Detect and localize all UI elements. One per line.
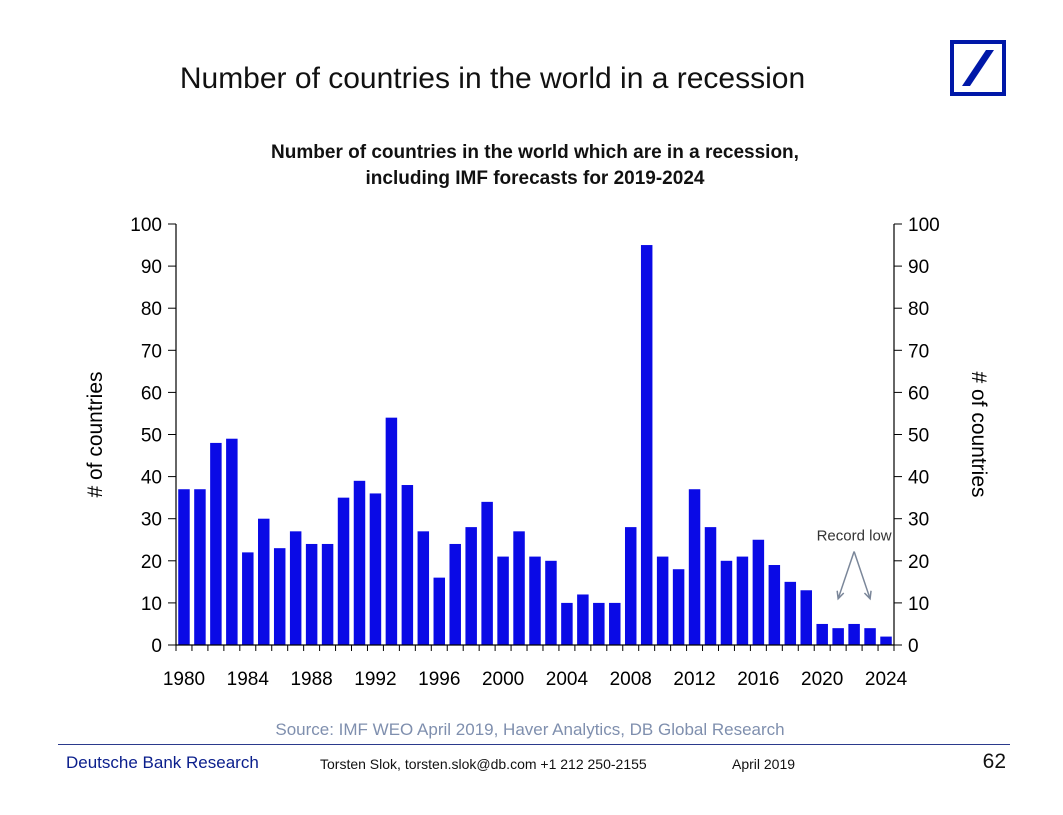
y-tick-label-right: 20 bbox=[908, 552, 929, 573]
y-tick-label-left: 30 bbox=[141, 510, 162, 531]
x-tick-label: 2004 bbox=[546, 669, 589, 690]
y-tick-label-right: 90 bbox=[908, 257, 929, 278]
y-tick-label-left: 20 bbox=[141, 552, 162, 573]
bar-2021 bbox=[832, 628, 844, 645]
y-tick-label-right: 30 bbox=[908, 510, 929, 531]
bar-2013 bbox=[704, 527, 717, 645]
footer-brand: Deutsche Bank Research bbox=[66, 753, 259, 772]
bar-2019 bbox=[800, 590, 812, 645]
x-tick-label: 1988 bbox=[290, 669, 332, 690]
bar-2004 bbox=[561, 602, 573, 645]
y-tick-label-right: 70 bbox=[908, 341, 929, 362]
bar-2010 bbox=[656, 556, 669, 645]
annotation-arrow-head bbox=[836, 590, 845, 601]
bar-2024 bbox=[880, 636, 892, 645]
bar-1980 bbox=[178, 489, 190, 645]
slide-title: Number of countries in the world in a re… bbox=[179, 62, 806, 95]
bar-1987 bbox=[289, 531, 302, 645]
bar-1985 bbox=[258, 518, 270, 645]
bar-2002 bbox=[529, 556, 541, 645]
bar-1982 bbox=[210, 442, 222, 645]
bar-2020 bbox=[816, 623, 828, 645]
footer-author: Torsten Slok, torsten.slok@db.com +1 212… bbox=[320, 756, 647, 772]
y-tick-label-left: 80 bbox=[141, 299, 162, 320]
footer-divider bbox=[58, 744, 1010, 745]
annotation-arrow-line bbox=[837, 551, 855, 599]
bar-1999 bbox=[481, 501, 493, 645]
y-tick-label-right: 100 bbox=[908, 215, 940, 236]
bar-1989 bbox=[321, 543, 334, 645]
bar-1996 bbox=[433, 577, 446, 645]
bar-1993 bbox=[385, 417, 398, 645]
x-tick-label: 2016 bbox=[737, 669, 779, 690]
bar-2023 bbox=[864, 628, 876, 645]
bar-1997 bbox=[449, 543, 461, 645]
y-tick-label-right: 0 bbox=[908, 636, 919, 657]
bar-1991 bbox=[353, 480, 366, 645]
y-tick-label-left: 10 bbox=[141, 594, 162, 615]
bar-1994 bbox=[401, 485, 414, 645]
chart-title-line-2: including IMF forecasts for 2019-2024 bbox=[365, 168, 705, 189]
bar-1986 bbox=[273, 548, 286, 645]
bar-1992 bbox=[369, 493, 382, 645]
bar-2001 bbox=[513, 531, 525, 645]
y-tick-label-left: 50 bbox=[141, 426, 162, 447]
annotation-arrow-line bbox=[853, 551, 871, 599]
bar-1988 bbox=[305, 543, 318, 645]
chart-title: Number of countries in the world which a… bbox=[150, 140, 920, 192]
source-note: Source: IMF WEO April 2019, Haver Analyt… bbox=[275, 720, 785, 739]
page-number: 62 bbox=[982, 750, 1006, 773]
bar-2022 bbox=[848, 623, 860, 645]
bar-2003 bbox=[545, 560, 557, 645]
annotation-arrow-head bbox=[863, 590, 872, 601]
y-tick-label-right: 80 bbox=[908, 299, 929, 320]
bar-1995 bbox=[417, 531, 430, 645]
bar-2015 bbox=[736, 556, 749, 645]
bar-1998 bbox=[465, 527, 477, 645]
y-tick-label-left: 100 bbox=[130, 215, 162, 236]
y-tick-label-right: 60 bbox=[908, 383, 929, 404]
y-tick-label-left: 70 bbox=[141, 341, 162, 362]
y-axis-title-left: # of countries bbox=[84, 371, 107, 497]
x-tick-label: 2024 bbox=[865, 669, 908, 690]
x-tick-label: 1984 bbox=[227, 669, 270, 690]
bar-1981 bbox=[194, 489, 206, 645]
y-tick-label-right: 10 bbox=[908, 594, 929, 615]
y-tick-label-right: 50 bbox=[908, 426, 929, 447]
bar-2006 bbox=[593, 602, 605, 645]
y-tick-label-left: 40 bbox=[141, 468, 162, 489]
bar-2000 bbox=[497, 556, 509, 645]
bar-2017 bbox=[768, 565, 781, 645]
x-tick-label: 1980 bbox=[163, 669, 205, 690]
footer-date: April 2019 bbox=[732, 756, 796, 772]
bar-2007 bbox=[609, 602, 621, 645]
bar-2014 bbox=[720, 560, 733, 645]
bar-2012 bbox=[688, 489, 701, 645]
y-tick-label-left: 60 bbox=[141, 383, 162, 404]
x-tick-label: 2012 bbox=[673, 669, 715, 690]
chart-title-line-1: Number of countries in the world which a… bbox=[271, 142, 799, 163]
annotation-record-low: Record low bbox=[817, 528, 892, 545]
x-tick-label: 2020 bbox=[801, 669, 843, 690]
bar-2008 bbox=[624, 527, 637, 645]
bar-1984 bbox=[242, 552, 254, 645]
bar-2005 bbox=[577, 594, 589, 645]
y-tick-label-left: 90 bbox=[141, 257, 162, 278]
bar-1990 bbox=[337, 497, 350, 645]
bar-1983 bbox=[226, 438, 238, 645]
x-tick-label: 1992 bbox=[354, 669, 396, 690]
deutsche-bank-logo-icon bbox=[950, 40, 1006, 96]
y-tick-label-right: 40 bbox=[908, 468, 929, 489]
x-tick-label: 2008 bbox=[610, 669, 652, 690]
x-tick-label: 2000 bbox=[482, 669, 524, 690]
bar-2011 bbox=[672, 569, 685, 645]
bar-2016 bbox=[752, 539, 765, 645]
bar-2009 bbox=[640, 245, 653, 646]
x-tick-label: 1996 bbox=[418, 669, 460, 690]
y-axis-title-right: # of countries bbox=[967, 371, 990, 497]
bar-2018 bbox=[784, 581, 797, 645]
y-tick-label-left: 0 bbox=[151, 636, 162, 657]
